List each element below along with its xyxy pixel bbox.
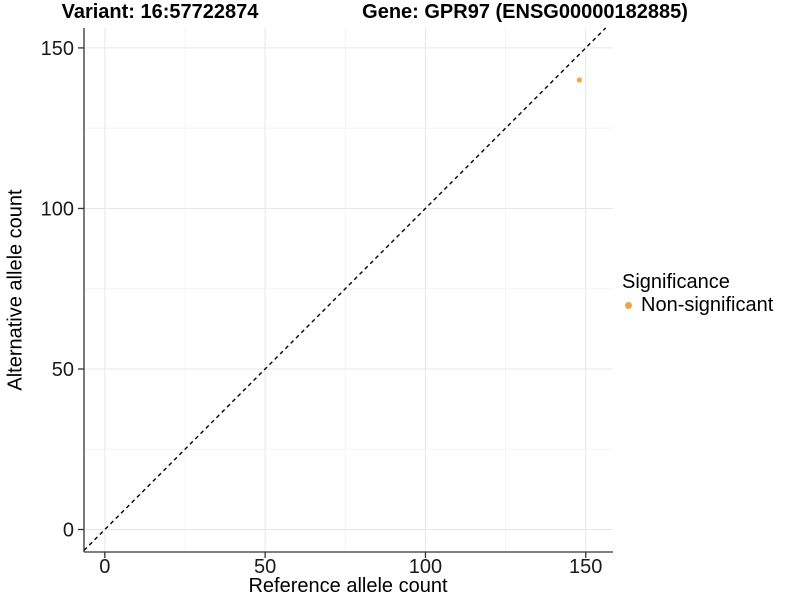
plot-title-gene: Gene: GPR97 (ENSG00000182885) xyxy=(362,1,688,23)
legend-item-non-significant: Non-significant xyxy=(620,294,773,316)
y-axis-label: Alternative allele count xyxy=(4,189,27,391)
identity-line xyxy=(83,27,607,551)
legend-item-label: Non-significant xyxy=(641,294,774,316)
y-axis-tick-label: 150 xyxy=(41,38,74,60)
x-axis-tick-label: 50 xyxy=(254,556,276,578)
legend-point-icon xyxy=(625,301,632,309)
x-axis-tick-label: 0 xyxy=(99,556,110,578)
x-axis-tick-label: 100 xyxy=(409,556,442,578)
x-axis-tick-label: 150 xyxy=(569,556,602,578)
x-axis-label: Reference allele count xyxy=(248,575,448,597)
y-axis-tick-label: 50 xyxy=(52,359,74,381)
y-axis-tick-label: 0 xyxy=(63,520,74,542)
y-axis-tick-label: 100 xyxy=(41,198,74,220)
legend-title: Significance xyxy=(622,271,730,293)
data-point xyxy=(576,77,582,83)
plot-title-variant: Variant: 16:57722874 xyxy=(61,1,259,23)
legend: Significance Non-significant xyxy=(620,271,773,316)
